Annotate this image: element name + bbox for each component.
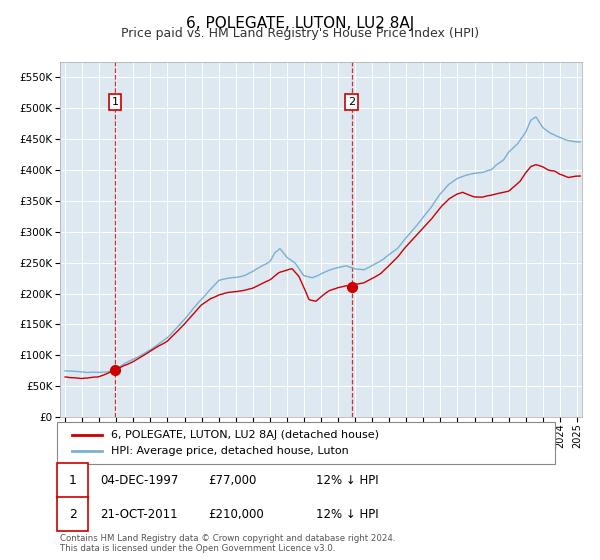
Text: £77,000: £77,000 <box>208 474 257 487</box>
Text: 6, POLEGATE, LUTON, LU2 8AJ: 6, POLEGATE, LUTON, LU2 8AJ <box>186 16 414 31</box>
Text: 6, POLEGATE, LUTON, LU2 8AJ (detached house): 6, POLEGATE, LUTON, LU2 8AJ (detached ho… <box>111 430 379 440</box>
Text: Price paid vs. HM Land Registry's House Price Index (HPI): Price paid vs. HM Land Registry's House … <box>121 27 479 40</box>
Text: 12% ↓ HPI: 12% ↓ HPI <box>316 474 379 487</box>
Text: 21-OCT-2011: 21-OCT-2011 <box>100 507 178 521</box>
Text: 2: 2 <box>348 97 355 107</box>
Text: Contains HM Land Registry data © Crown copyright and database right 2024.
This d: Contains HM Land Registry data © Crown c… <box>60 534 395 553</box>
Text: 1: 1 <box>112 97 118 107</box>
Text: £210,000: £210,000 <box>208 507 264 521</box>
Text: 2: 2 <box>68 507 77 521</box>
Text: HPI: Average price, detached house, Luton: HPI: Average price, detached house, Luto… <box>111 446 349 456</box>
Text: 04-DEC-1997: 04-DEC-1997 <box>100 474 179 487</box>
Text: 12% ↓ HPI: 12% ↓ HPI <box>316 507 379 521</box>
Text: 1: 1 <box>68 474 77 487</box>
